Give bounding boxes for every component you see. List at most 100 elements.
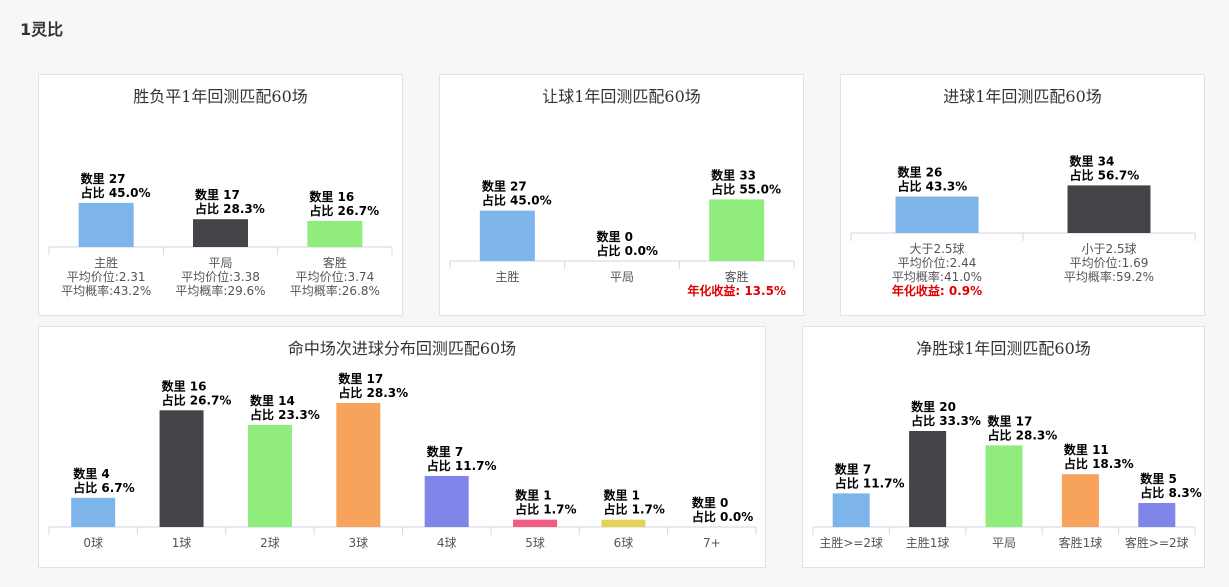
data-label-percent: 占比 28.3% — [338, 385, 408, 400]
chart-title: 让球1年回测匹配60场 — [542, 87, 701, 106]
data-label-percent: 占比 43.3% — [898, 179, 968, 194]
data-label-percent: 占比 33.3% — [911, 413, 981, 428]
data-label-count: 数里 1 — [515, 488, 552, 503]
data-label-count: 数里 26 — [898, 165, 943, 180]
chart-title: 进球1年回测匹配60场 — [943, 87, 1102, 106]
chart-title: 命中场次进球分布回测匹配60场 — [287, 339, 517, 358]
x-tick-label: 平局 — [992, 536, 1016, 550]
bar — [71, 497, 116, 527]
x-tick-sublabel: 平均价位:1.69 — [1070, 255, 1149, 270]
x-tick-label: 客胜>=2球 — [1125, 535, 1189, 550]
data-label-percent: 占比 26.7% — [162, 392, 232, 407]
x-tick-label: 7+ — [703, 536, 721, 550]
x-tick-label: 5球 — [525, 536, 545, 550]
x-tick-label: 平局 — [208, 256, 232, 270]
data-label-count: 数里 20 — [911, 399, 956, 414]
chart-panel-goal-distribution: 命中场次进球分布回测匹配60场 数里 4 占比 6.7% 0球 数里 16 占比 26.… — [38, 326, 766, 568]
data-label-count: 数里 5 — [1140, 471, 1177, 486]
data-label-percent: 占比 11.7% — [835, 475, 905, 490]
data-label-percent: 占比 1.7% — [515, 502, 576, 517]
bar — [1061, 474, 1099, 527]
data-label-count: 数里 17 — [988, 413, 1033, 428]
data-label-percent: 占比 0.0% — [597, 243, 658, 258]
data-label-percent: 占比 23.3% — [250, 407, 320, 422]
x-tick-label: 主胜1球 — [906, 535, 950, 550]
data-label-percent: 占比 11.7% — [427, 458, 497, 473]
bar — [909, 431, 947, 527]
bar — [1067, 185, 1151, 233]
x-tick-label: 0球 — [83, 536, 103, 550]
x-tick-label: 3球 — [348, 536, 368, 550]
bar — [709, 199, 765, 261]
data-label-percent: 占比 0.0% — [692, 509, 753, 524]
chart-panel-goals: 进球1年回测匹配60场 数里 26 占比 43.3% 大于2.5球 平均价位:2.44… — [840, 74, 1205, 316]
bar — [513, 519, 558, 527]
data-label-count: 数里 11 — [1064, 442, 1109, 457]
bar — [832, 493, 870, 527]
data-label-count: 数里 27 — [482, 179, 527, 194]
data-label-count: 数里 27 — [81, 171, 126, 186]
x-tick-sublabel: 平均概率:43.2% — [61, 283, 151, 298]
x-tick-label: 1球 — [172, 536, 192, 550]
x-tick-label: 主胜 — [495, 269, 519, 284]
x-tick-label: 客胜 — [725, 269, 749, 284]
bar — [1138, 503, 1176, 527]
bar — [193, 219, 248, 247]
x-tick-sublabel: 平均价位:2.44 — [898, 255, 977, 270]
x-tick-label: 2球 — [260, 536, 280, 550]
x-tick-sublabel: 平均概率:29.6% — [175, 283, 265, 298]
x-tick-sublabel: 平均概率:59.2% — [1064, 269, 1154, 284]
chart-panel-result: 胜负平1年回测匹配60场 数里 27 占比 45.0% 主胜 平均价位:2.31 平均概… — [38, 74, 403, 316]
x-tick-label: 客胜1球 — [1059, 535, 1103, 550]
data-label-count: 数里 33 — [711, 167, 756, 182]
bar — [336, 403, 381, 527]
data-label-count: 数里 16 — [309, 189, 354, 204]
data-label-percent: 占比 45.0% — [81, 185, 151, 200]
data-label-percent: 占比 18.3% — [1064, 456, 1134, 471]
chart-title: 净胜球1年回测匹配60场 — [916, 339, 1091, 358]
x-tick-label: 小于2.5球 — [1081, 242, 1136, 256]
bar — [601, 519, 646, 527]
bar — [307, 220, 363, 247]
bar — [424, 475, 469, 527]
x-tick-sublabel: 平均概率:26.8% — [290, 283, 380, 298]
data-label-percent: 占比 45.0% — [482, 193, 552, 208]
data-label-count: 数里 1 — [603, 488, 640, 503]
x-tick-sublabel: 平均价位:2.31 — [67, 269, 146, 284]
data-label-percent: 占比 6.7% — [73, 480, 134, 495]
data-label-percent: 占比 26.7% — [309, 203, 379, 218]
page-title: 1灵比 — [20, 20, 64, 39]
x-tick-label: 6球 — [614, 536, 634, 550]
annualized-return-label: 年化收益: 0.9% — [892, 283, 982, 298]
x-tick-sublabel: 平均价位:3.38 — [181, 269, 260, 284]
x-tick-label: 客胜 — [323, 255, 347, 270]
data-label-count: 数里 4 — [73, 466, 110, 481]
annualized-return-label: 年化收益: 13.5% — [687, 283, 786, 298]
data-label-count: 数里 16 — [162, 378, 207, 393]
bar — [985, 445, 1023, 527]
bar — [78, 202, 134, 247]
x-tick-label: 4球 — [437, 536, 457, 550]
x-tick-label: 主胜>=2球 — [819, 535, 883, 550]
bar — [159, 410, 204, 527]
data-label-count: 数里 7 — [427, 444, 464, 459]
bar — [479, 210, 535, 261]
x-tick-label: 平局 — [610, 270, 634, 284]
data-label-percent: 占比 56.7% — [1070, 167, 1140, 182]
bar — [247, 424, 292, 527]
x-tick-label: 主胜 — [94, 255, 118, 270]
data-label-percent: 占比 28.3% — [195, 201, 265, 216]
data-label-count: 数里 0 — [597, 229, 634, 244]
x-tick-sublabel: 平均概率:41.0% — [892, 269, 982, 284]
data-label-percent: 占比 8.3% — [1140, 485, 1201, 500]
chart-panel-handicap: 让球1年回测匹配60场 数里 27 占比 45.0% 主胜 数里 0 占比 0.0% 平局… — [439, 74, 804, 316]
data-label-count: 数里 17 — [338, 371, 383, 386]
chart-title: 胜负平1年回测匹配60场 — [133, 87, 308, 106]
data-label-count: 数里 34 — [1070, 153, 1115, 168]
x-tick-sublabel: 平均价位:3.74 — [295, 269, 374, 284]
data-label-count: 数里 7 — [835, 461, 872, 476]
